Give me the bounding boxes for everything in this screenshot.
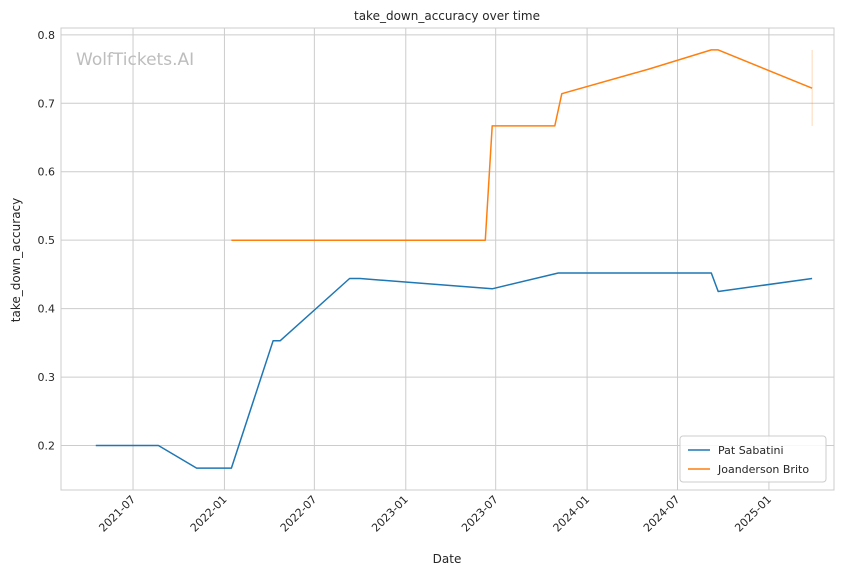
legend: Pat Sabatini Joanderson Brito	[679, 435, 827, 483]
series-layer	[95, 49, 813, 469]
series-line-1	[95, 272, 813, 469]
plot-area-frame	[60, 27, 835, 491]
watermark-text: WolfTickets.AI	[76, 50, 194, 70]
x-axis-title: Date	[433, 552, 462, 566]
chart-title: take_down_accuracy over time	[354, 9, 540, 23]
legend-label: Joanderson Brito	[717, 463, 809, 476]
x-tick-label: 2024-07	[641, 493, 683, 535]
x-tick-label: 2025-01	[732, 493, 774, 535]
x-tick-label: 2024-01	[551, 493, 593, 535]
legend-label: Pat Sabatini	[718, 444, 784, 457]
legend-box	[679, 435, 827, 483]
x-tick-label: 2021-07	[96, 493, 138, 535]
y-tick-label: 0.8	[38, 29, 56, 42]
series-line-2	[231, 49, 813, 241]
x-tick-label: 2023-07	[459, 493, 501, 535]
y-tick-label: 0.7	[38, 97, 56, 110]
x-tick-label: 2022-01	[188, 493, 230, 535]
grid-layer	[61, 28, 834, 490]
y-tick-label: 0.3	[38, 371, 56, 384]
y-tick-label: 0.5	[38, 234, 56, 247]
y-tick-label: 0.4	[38, 303, 56, 316]
y-axis-title: take_down_accuracy	[9, 198, 23, 322]
x-tick-label: 2023-01	[369, 493, 411, 535]
x-tick-label: 2022-07	[278, 493, 320, 535]
y-tick-label: 0.6	[38, 166, 56, 179]
y-tick-label: 0.2	[38, 440, 56, 453]
